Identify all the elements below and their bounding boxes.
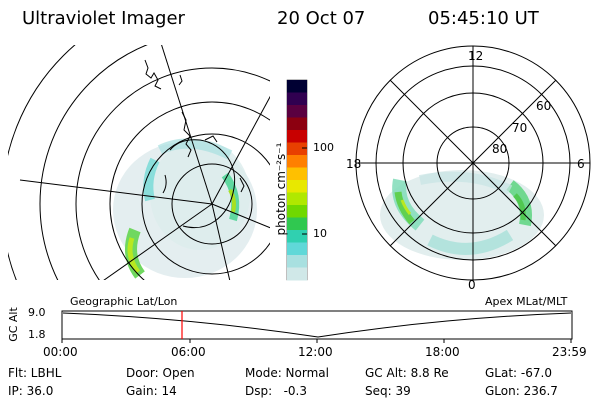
timeline-xtick-0600: 06:00 (171, 345, 206, 359)
timeline-xtick-1800: 18:00 (425, 345, 460, 359)
mlt-label-0: 0 (468, 278, 476, 292)
colorbar-swatch (287, 167, 307, 181)
status-dsp: Dsp: -0.3 (245, 384, 308, 398)
title: Ultraviolet Imager (22, 8, 185, 29)
status-filter: Flt: LBHL (8, 366, 62, 380)
timeline-ytick-9: 9.0 (28, 306, 46, 319)
colorbar-swatch (287, 142, 307, 156)
date: 20 Oct 07 (277, 8, 366, 29)
mlat-label-60: 60 (536, 99, 552, 113)
left-map-caption: Geographic Lat/Lon (70, 295, 178, 308)
status-door: Door: Open (126, 366, 195, 380)
mlt-label-18: 18 (346, 157, 362, 171)
colorbar-tick-100: 100 (313, 141, 334, 154)
colorbar-swatch (287, 80, 307, 93)
mlt-label-6: 6 (577, 157, 585, 171)
colorbar-swatch (287, 255, 307, 268)
coastlines (144, 59, 245, 229)
latitude-circles (8, 45, 270, 280)
timeline-xtick-0000: 00:00 (43, 345, 78, 359)
colorbar-tick-10: 10 (313, 227, 327, 240)
colorbar-swatch (287, 155, 307, 168)
colorbar (286, 79, 308, 281)
mlat-label-70: 70 (512, 121, 528, 135)
timeline-axis-label: GC Alt (6, 307, 20, 342)
colorbar-swatch (287, 92, 307, 106)
right-map-caption: Apex MLat/MLT (485, 295, 568, 308)
magnetic-map (355, 45, 591, 281)
colorbar-swatch (287, 130, 307, 143)
colorbar-unit-label: photon cm⁻²s⁻¹ (274, 142, 288, 236)
timeline (61, 310, 573, 343)
timeline-xtick-1200: 12:00 (298, 345, 333, 359)
status-glon: GLon: 236.7 (485, 384, 558, 398)
status-gc-alt: GC Alt: 8.8 Re (365, 366, 449, 380)
status-seq: Seq: 39 (365, 384, 411, 398)
colorbar-swatch (287, 105, 307, 118)
colorbar-swatch (287, 217, 307, 231)
time: 05:45:10 UT (428, 8, 539, 29)
mlt-label-12: 12 (468, 49, 484, 63)
timeline-xtick-2359: 23:59 (552, 345, 587, 359)
geographic-map (8, 45, 270, 280)
mlt-lines (356, 46, 590, 280)
colorbar-swatch (287, 180, 307, 193)
colorbar-swatch (287, 205, 307, 218)
status-mode: Mode: Normal (245, 366, 329, 380)
timeline-ytick-1.8: 1.8 (28, 328, 46, 341)
status-glat: GLat: -67.0 (485, 366, 552, 380)
status-gain: Gain: 14 (126, 384, 177, 398)
colorbar-swatch (287, 192, 307, 206)
colorbar-swatch (287, 230, 307, 243)
mlat-label-80: 80 (492, 142, 508, 156)
colorbar-swatch (287, 117, 307, 131)
status-ip: IP: 36.0 (8, 384, 54, 398)
colorbar-swatch (287, 267, 307, 281)
colorbar-swatch (287, 242, 307, 256)
